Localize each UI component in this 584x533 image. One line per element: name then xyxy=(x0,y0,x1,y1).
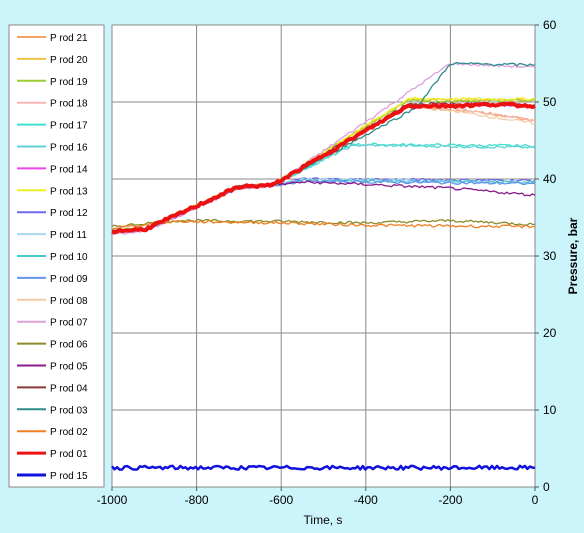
legend-label-p-rod-10: P rod 10 xyxy=(50,252,88,263)
grid-lines xyxy=(112,25,535,487)
legend-label-p-rod-14: P rod 14 xyxy=(50,164,88,175)
y-tick-label: 50 xyxy=(543,95,557,109)
legend-label-p-rod-20: P rod 20 xyxy=(50,55,88,66)
legend-label-p-rod-04: P rod 04 xyxy=(50,383,88,394)
x-tick-label: -1000 xyxy=(97,493,128,507)
legend-label-p-rod-06: P rod 06 xyxy=(50,340,88,351)
series-line-p-rod-06 xyxy=(111,218,536,228)
series-line-p-rod-02 xyxy=(111,219,536,230)
x-tick-label: 0 xyxy=(532,493,539,507)
legend-label-p-rod-15: P rod 15 xyxy=(50,471,88,482)
legend-label-p-rod-08: P rod 08 xyxy=(50,296,88,307)
y-tick-label: 0 xyxy=(543,480,550,494)
legend-label-p-rod-17: P rod 17 xyxy=(50,121,88,132)
legend-label-p-rod-01: P rod 01 xyxy=(50,449,88,460)
legend-label-p-rod-16: P rod 16 xyxy=(50,143,88,154)
y-tick-label: 40 xyxy=(543,172,557,186)
y-tick-label: 20 xyxy=(543,326,557,340)
legend-label-p-rod-12: P rod 12 xyxy=(50,208,88,219)
legend-label-p-rod-07: P rod 07 xyxy=(50,318,88,329)
x-tick-label: -200 xyxy=(438,493,462,507)
legend-label-p-rod-02: P rod 02 xyxy=(50,427,88,438)
x-tick-label: -600 xyxy=(269,493,293,507)
legend: P rod 21 P rod 20 P rod 19 P rod 18 P rod 17… xyxy=(17,33,88,482)
y-tick-label: 30 xyxy=(543,249,557,263)
x-axis-label: Time, s xyxy=(304,513,343,527)
x-tick-label: -800 xyxy=(185,493,209,507)
legend-label-p-rod-11: P rod 11 xyxy=(50,230,87,241)
legend-label-p-rod-09: P rod 09 xyxy=(50,274,88,285)
legend-label-p-rod-21: P rod 21 xyxy=(50,33,88,44)
legend-label-p-rod-05: P rod 05 xyxy=(50,362,88,373)
y-axis-label: Pressure, bar xyxy=(566,217,580,294)
x-axis-ticks: -1000 -800 -600 -400 -200 0 xyxy=(97,487,539,507)
y-tick-label: 10 xyxy=(543,403,557,417)
x-tick-label: -400 xyxy=(354,493,378,507)
series-line-p-rod-15 xyxy=(111,464,536,471)
series-lines xyxy=(111,62,536,471)
y-tick-label: 60 xyxy=(543,18,557,32)
legend-label-p-rod-19: P rod 19 xyxy=(50,77,88,88)
series-line-p-rod-07 xyxy=(111,62,536,236)
y-axis-ticks: 0 10 20 30 40 50 60 xyxy=(535,18,557,494)
legend-label-p-rod-18: P rod 18 xyxy=(50,99,88,110)
series-line-p-rod-01 xyxy=(111,101,536,235)
legend-label-p-rod-13: P rod 13 xyxy=(50,186,88,197)
legend-label-p-rod-03: P rod 03 xyxy=(50,405,88,416)
